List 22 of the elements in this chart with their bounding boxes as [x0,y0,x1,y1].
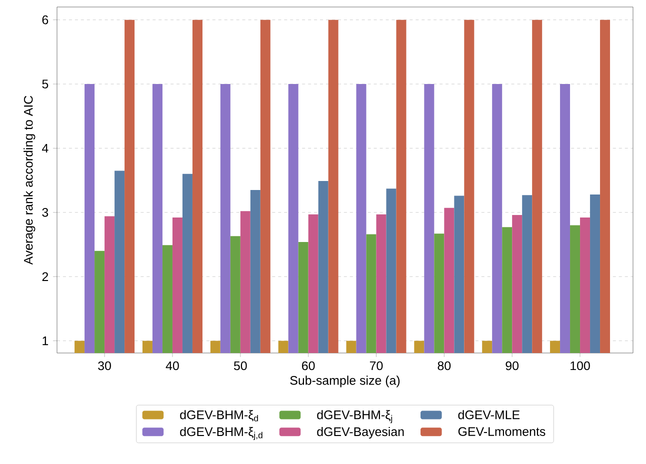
y-axis-title: Average rank according to AIC [24,96,36,265]
legend-label: dGEV-BHM-ξ$_{j}$ [317,410,392,424]
legend-label: dGEV-Bayesian [317,426,404,439]
x-axis-title: Sub-sample size (a) [290,376,400,388]
legend-label: dGEV-BHM-ξ$_{d}$ [180,410,258,422]
y-tick-label: 4 [42,144,48,153]
x-tick-label: 90 [506,361,519,370]
x-tick-label: 30 [98,361,111,370]
x-tick-label: 40 [166,361,179,370]
x-tick-label: 70 [370,361,383,370]
legend-label: GEV-Lmoments [458,427,546,436]
x-tick-label: 80 [438,361,451,370]
x-tick-label: 50 [234,361,247,370]
x-tick-label: 60 [302,361,315,370]
y-tick-label: 3 [42,208,48,217]
y-tick-label: 6 [42,15,48,24]
y-tick-label: 5 [42,80,48,88]
legend-label: dGEV-BHM-ξ$_{j,d}$ [180,426,262,440]
y-tick-label: 1 [42,336,48,346]
x-tick-label: 100 [570,361,590,370]
y-tick-label: 2 [42,272,48,281]
legend-label: dGEV-MLE [458,410,520,420]
